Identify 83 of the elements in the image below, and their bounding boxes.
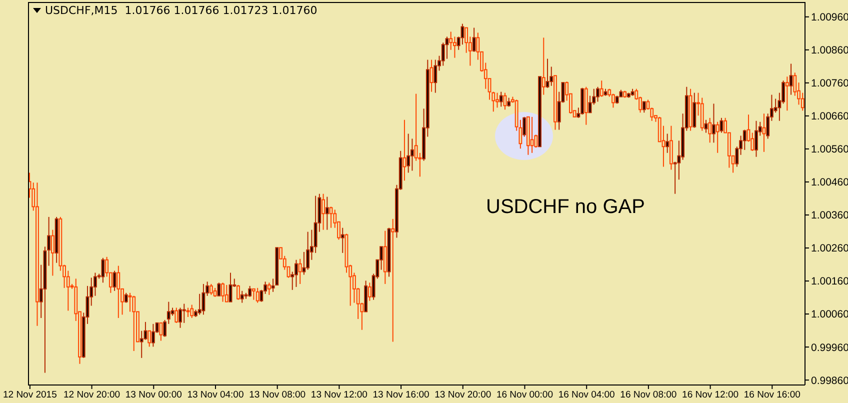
candlestick (240, 290, 244, 304)
candlestick (236, 284, 240, 300)
candlestick (314, 195, 318, 254)
candlestick (267, 282, 271, 296)
candlestick (588, 95, 592, 114)
candlestick (720, 117, 724, 134)
candlestick (708, 117, 712, 144)
candlestick (584, 86, 588, 126)
x-tick-label: 16 Nov 08:00 (620, 390, 677, 401)
candlestick (789, 63, 793, 96)
x-tick-label: 16 Nov 12:00 (682, 390, 739, 401)
candlestick (116, 265, 120, 318)
x-tick-label: 12 Nov 2015 (2, 390, 57, 401)
candlestick (174, 307, 178, 324)
candlestick (406, 133, 410, 174)
candlestick (368, 282, 372, 302)
candlestick (716, 121, 720, 154)
candlestick (522, 116, 526, 138)
candlestick (302, 251, 306, 276)
candlestick (754, 120, 758, 158)
candlestick (496, 92, 499, 108)
x-tick-label: 16 Nov 04:00 (558, 390, 615, 401)
candlestick (793, 72, 797, 96)
candlestick (391, 218, 395, 342)
x-tick-label: 13 Nov 04:00 (187, 390, 244, 401)
x-tick-label: 16 Nov 00:00 (496, 390, 553, 401)
candlestick (256, 287, 260, 304)
x-tick-label: 13 Nov 08:00 (249, 390, 306, 401)
candlestick (785, 76, 789, 112)
candlestick (178, 307, 182, 328)
x-tick-label: 13 Nov 12:00 (310, 390, 368, 401)
candlestick (445, 36, 449, 60)
candlestick (499, 91, 503, 108)
candlestick (159, 322, 163, 342)
candlestick (228, 272, 232, 302)
candlestick (182, 303, 186, 324)
candlestick (704, 119, 708, 134)
x-tick-label: 12 Nov 20:00 (64, 390, 120, 401)
candlestick (325, 196, 329, 230)
candlestick (221, 282, 224, 302)
x-tick-label: 13 Nov 16:00 (372, 390, 430, 401)
candlestick (530, 116, 534, 154)
candlestick (224, 284, 228, 302)
candlestick (542, 37, 546, 96)
candlestick (252, 288, 256, 300)
candlestick (712, 103, 716, 144)
candlestick (612, 93, 615, 108)
candlestick (217, 282, 221, 296)
candlestick (670, 125, 673, 170)
candlestick (472, 27, 476, 52)
candlestick (329, 206, 333, 228)
candlestick (132, 295, 136, 352)
candlestick (148, 330, 152, 348)
candlestick (322, 193, 325, 230)
x-tick-label: 13 Nov 20:00 (434, 390, 492, 401)
candlestick (546, 58, 550, 88)
candlestick (340, 227, 344, 254)
candlestick (101, 257, 105, 284)
candlestick (128, 292, 132, 312)
annotation: USDCHF no GAP (486, 196, 645, 219)
candlestick (50, 229, 54, 276)
candlestick (402, 119, 406, 182)
candlestick (600, 80, 604, 98)
candlestick (152, 323, 155, 348)
candlestick (298, 258, 302, 284)
candlestick (112, 270, 116, 292)
candlestick (248, 285, 252, 298)
candlestick (430, 59, 434, 92)
candlestick (306, 231, 310, 270)
candlestick (294, 259, 298, 288)
candlestick (666, 133, 670, 154)
candlestick (186, 307, 190, 318)
x-tick-label: 16 Nov 16:00 (744, 390, 800, 401)
x-tick-label: 13 Nov 00:00 (125, 390, 182, 401)
candlestick (492, 91, 496, 112)
candlestick (642, 101, 646, 114)
candlestick (209, 283, 213, 296)
candlestick (124, 292, 128, 304)
candlestick (596, 86, 600, 102)
candlestick (190, 304, 194, 318)
candlestick (434, 59, 438, 94)
chart-title: USDCHF,M15 1.01766 1.01766 1.01723 1.01760 (45, 4, 318, 17)
candlestick (144, 321, 148, 340)
